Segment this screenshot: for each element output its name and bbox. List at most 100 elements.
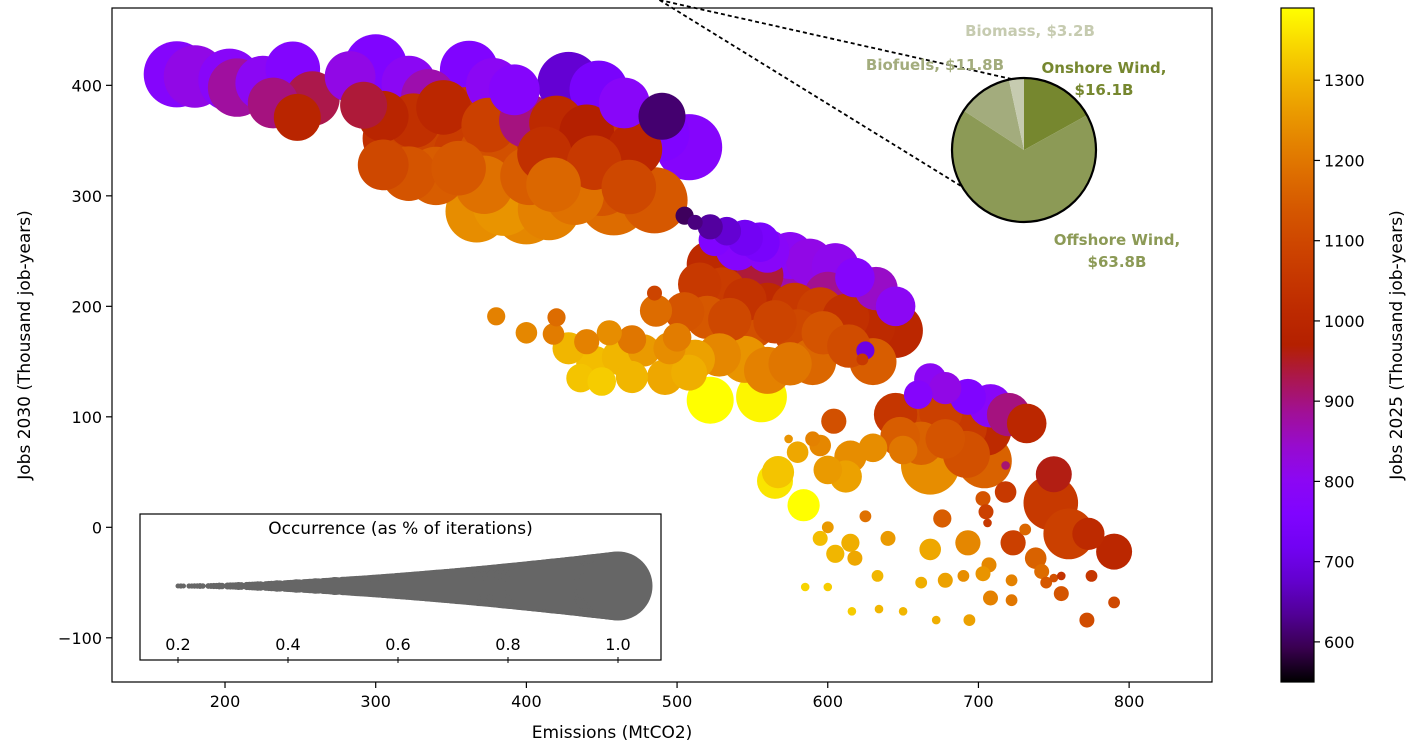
scatter-point: [596, 320, 622, 346]
plot-frame: [111, 7, 1213, 683]
scatter-point: [823, 582, 833, 592]
scatter-point: [488, 64, 540, 116]
y-axis-label: Jobs 2030 (Thousand job-years): [15, 210, 35, 481]
scatter-point: [800, 582, 810, 592]
scatter-point: [1079, 612, 1095, 628]
scatter-point: [1057, 571, 1066, 581]
scatter-point: [1108, 596, 1120, 609]
size-legend-tick-label: 0.2: [165, 635, 190, 654]
colorbar-tick-label: 1000: [1324, 312, 1365, 331]
colorbar-label: Jobs 2025 (Thousand job-years): [1387, 210, 1406, 481]
size-legend-marker: [271, 580, 283, 592]
scatter-point: [888, 435, 918, 465]
scatter-point: [1034, 564, 1050, 579]
y-tick-label: 200: [71, 297, 102, 316]
scatter-point: [768, 342, 812, 386]
size-legend-inset: Occurrence (as % of iterations) 0.2 0.4 0.6…: [139, 513, 662, 663]
scatter-point: [787, 489, 820, 522]
scatter-point: [847, 607, 857, 616]
pie-slice: [951, 110, 1096, 222]
scatter-point: [859, 510, 872, 523]
size-legend-tick-label: 1.0: [605, 635, 630, 654]
scatter-point: [686, 376, 734, 424]
scatter-point: [933, 509, 952, 528]
scatter-point: [813, 455, 843, 485]
scatter-point: [416, 80, 471, 135]
y-tick-label: 100: [71, 408, 102, 427]
size-legend-tick-label: 0.4: [275, 635, 300, 654]
x-tick-label: 800: [1114, 692, 1145, 711]
y-tick-label: 300: [71, 187, 102, 206]
scatter-point: [671, 354, 708, 391]
scatter-point: [898, 607, 908, 616]
size-legend-marker: [234, 582, 243, 590]
scatter-point: [983, 590, 998, 606]
colorbar-tick-label: 600: [1324, 633, 1355, 652]
scatter-point: [664, 292, 705, 332]
scatter-point: [1019, 523, 1032, 536]
x-tick-label: 400: [511, 692, 542, 711]
scatter-point: [880, 530, 896, 546]
scatter-point: [963, 614, 976, 626]
x-tick-label: 600: [812, 692, 843, 711]
scatter-point: [847, 550, 863, 566]
scatter-point: [925, 419, 966, 459]
y-tick-label: −100: [58, 629, 102, 648]
scatter-point: [786, 441, 809, 464]
scatter-point: [812, 530, 828, 546]
size-legend-marker: [215, 582, 223, 590]
size-legend-marker: [252, 581, 263, 591]
size-legend-tick-label: 0.6: [385, 635, 410, 654]
scatter-point: [975, 491, 991, 507]
colorbar-tick-label: 1100: [1324, 232, 1365, 251]
scatter-point: [708, 297, 752, 342]
x-tick-label: 300: [360, 692, 391, 711]
size-legend-marker: [197, 583, 203, 589]
scatter-point: [638, 92, 686, 140]
pie-slice: [963, 79, 1024, 150]
scatter-point: [601, 159, 657, 215]
scatter-point: [1053, 586, 1069, 602]
scatter-point: [598, 77, 650, 129]
scatter-point: [835, 257, 875, 298]
scatter-point: [826, 544, 845, 563]
scatter-point: [937, 572, 953, 588]
scatter-point: [542, 323, 565, 345]
scatter-point: [875, 286, 916, 327]
scatter-point: [431, 140, 486, 196]
scatter-point: [871, 570, 884, 582]
y-tick-label: 0: [92, 518, 102, 537]
scatter-point: [805, 431, 821, 447]
scatter-point: [697, 214, 723, 240]
pie-label: Biofuels, $11.8B: [866, 56, 1004, 74]
scatter-point: [975, 566, 991, 582]
size-legend-marker: [583, 551, 653, 621]
y-tick-label: 400: [71, 76, 102, 95]
size-legend-tick-label: 0.8: [495, 635, 520, 654]
pie-slice: [1008, 78, 1024, 150]
scatter-point: [547, 308, 566, 327]
scatter-point: [1072, 517, 1105, 551]
scatter-point: [662, 323, 692, 352]
scatter-point: [761, 456, 795, 489]
pie-label: Onshore Wind, $16.1B: [1042, 59, 1167, 99]
scatter-point: [983, 518, 992, 528]
scatter-point: [915, 576, 928, 589]
scatter-point: [615, 360, 649, 394]
scatter-point: [1000, 530, 1026, 556]
scatter-point: [874, 604, 884, 614]
scatter-point: [821, 521, 834, 534]
colorbar-gradient: [1280, 7, 1315, 683]
scatter-point: [526, 157, 581, 213]
scatter-point: [1085, 570, 1098, 582]
axes: 200 300 400 500 600 700 800 −100 0 100 200 300 400 Em…: [15, 76, 1144, 743]
colorbar-tick-label: 700: [1324, 553, 1355, 572]
x-tick-label: 200: [210, 692, 241, 711]
scatter-point: [566, 363, 595, 393]
scatter-point: [687, 214, 703, 230]
scatter-points: [143, 34, 1133, 628]
scatter-point: [858, 433, 888, 463]
scatter-point: [1024, 547, 1047, 569]
scatter-point: [340, 81, 388, 129]
